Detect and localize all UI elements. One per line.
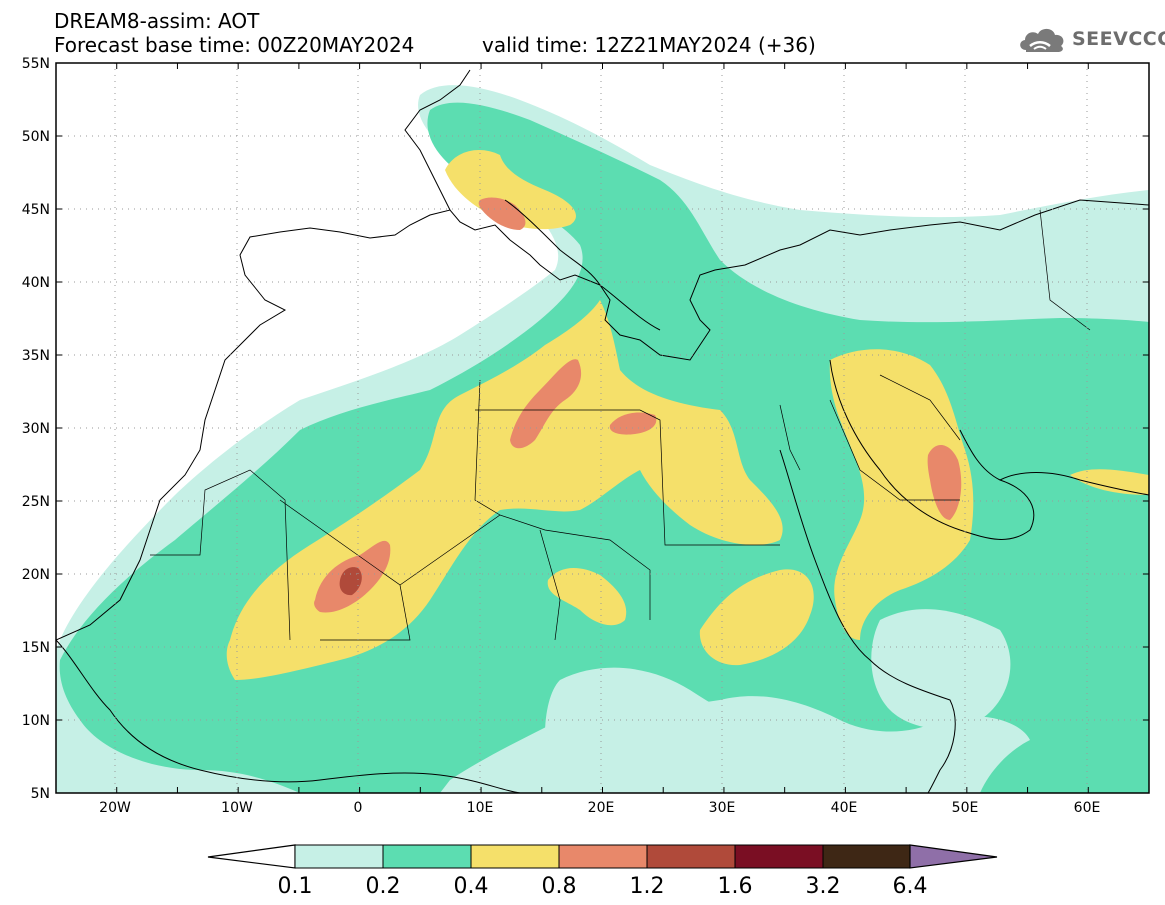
lon-label: 0 bbox=[354, 800, 363, 816]
colorbar-label: 0.4 bbox=[454, 874, 489, 899]
aot-level-0.1-east-africa bbox=[871, 609, 1011, 729]
seevccc-logo: SEEVCCC bbox=[1016, 22, 1165, 56]
lat-label: 40N bbox=[22, 275, 50, 291]
valid-time: valid time: 12Z21MAY2024 (+36) bbox=[482, 33, 816, 57]
colorbar: 0.1 0.2 0.4 0.8 1.2 1.6 3.2 6.4 bbox=[207, 844, 998, 899]
colorbar-swatch bbox=[822, 844, 911, 869]
aot-level-0.8-libya-east bbox=[609, 412, 657, 435]
map-title: DREAM8-assim: AOT bbox=[54, 9, 260, 33]
aot-field bbox=[56, 85, 1149, 793]
lon-label: 50E bbox=[952, 800, 979, 816]
colorbar-high-arrow bbox=[909, 844, 998, 869]
lon-label: 10E bbox=[467, 800, 494, 816]
lat-label: 30N bbox=[22, 421, 50, 437]
aot-level-0.8-arabia bbox=[927, 444, 962, 520]
forecast-base-time: Forecast base time: 00Z20MAY2024 bbox=[54, 33, 415, 57]
colorbar-label: 0.2 bbox=[366, 874, 401, 899]
lat-label: 25N bbox=[22, 494, 50, 510]
colorbar-low-arrow bbox=[207, 844, 296, 869]
colorbar-swatch bbox=[470, 844, 560, 869]
aot-level-0.4-chad bbox=[699, 569, 814, 666]
aot-level-0.8-libya bbox=[510, 359, 582, 449]
lon-label: 40E bbox=[831, 800, 858, 816]
aot-level-0.4-niger bbox=[547, 568, 627, 626]
lat-label: 10N bbox=[22, 713, 50, 729]
colorbar-swatch bbox=[734, 844, 824, 869]
lon-label: 10W bbox=[221, 800, 253, 816]
lon-label: 20W bbox=[99, 800, 131, 816]
aot-level-0.4-balkans bbox=[445, 150, 576, 230]
colorbar-label: 0.1 bbox=[278, 874, 313, 899]
logo-text: SEEVCCC bbox=[1072, 28, 1165, 50]
colorbar-swatch bbox=[294, 844, 384, 869]
lat-label: 5N bbox=[31, 786, 50, 802]
lon-label: 30E bbox=[709, 800, 736, 816]
lon-label: 20E bbox=[588, 800, 615, 816]
tick-marks bbox=[56, 63, 1149, 793]
grid-lines bbox=[56, 63, 1149, 793]
lat-labels: 55N 50N 45N 40N 35N 30N 25N 20N 15N 10N … bbox=[22, 56, 50, 802]
colorbar-swatch bbox=[382, 844, 472, 869]
lat-label: 35N bbox=[22, 348, 50, 364]
cloud-icon bbox=[1020, 28, 1064, 52]
lon-labels: 20W 10W 0 10E 20E 30E 40E 50E 60E bbox=[99, 800, 1100, 816]
colorbar-label: 0.8 bbox=[542, 874, 577, 899]
aot-level-0.4-arabia bbox=[829, 349, 974, 640]
aot-level-0.1-south bbox=[545, 667, 813, 793]
colorbar-label: 1.6 bbox=[718, 874, 753, 899]
colorbar-swatch bbox=[558, 844, 648, 869]
borders bbox=[150, 209, 1091, 641]
colorbar-label: 3.2 bbox=[806, 874, 841, 899]
lat-label: 50N bbox=[22, 129, 50, 145]
colorbar-swatch bbox=[646, 844, 736, 869]
aot-level-0.4-iran bbox=[1070, 469, 1149, 495]
colorbar-label: 1.2 bbox=[630, 874, 665, 899]
lat-label: 45N bbox=[22, 202, 50, 218]
coastlines bbox=[56, 69, 1149, 793]
lat-label: 15N bbox=[22, 640, 50, 656]
aot-level-0.8-adriatic bbox=[478, 197, 526, 230]
lat-label: 55N bbox=[22, 56, 50, 72]
lat-label: 20N bbox=[22, 567, 50, 583]
lon-label: 60E bbox=[1074, 800, 1101, 816]
colorbar-label: 6.4 bbox=[893, 874, 928, 899]
